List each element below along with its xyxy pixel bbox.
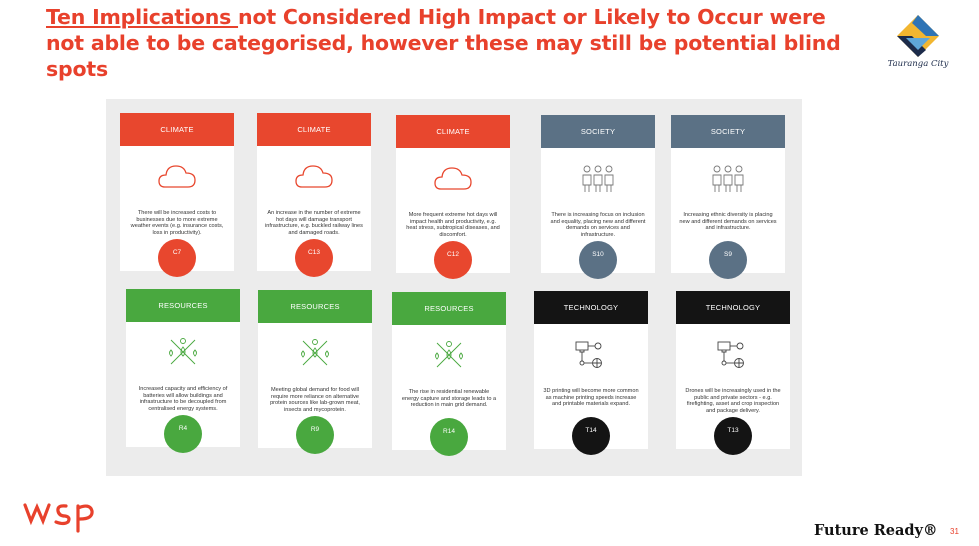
network-icon bbox=[534, 339, 648, 373]
tauranga-diamond-icon bbox=[897, 15, 939, 57]
slide-title-underlined: Ten Implications bbox=[46, 5, 239, 29]
card-code-badge: R14 bbox=[430, 418, 468, 456]
card-category: TECHNOLOGY bbox=[534, 291, 648, 324]
tauranga-city-logo: Tauranga City bbox=[886, 14, 950, 76]
card-category: RESOURCES bbox=[392, 292, 506, 325]
people-icon bbox=[671, 163, 785, 197]
implications-panel: CLIMATE There will be increased costs to… bbox=[106, 99, 802, 476]
card-text: Meeting global demand for food will requ… bbox=[270, 387, 360, 413]
card-text: There is increasing focus on inclusion a… bbox=[550, 212, 646, 238]
resources-icon bbox=[392, 340, 506, 374]
card-code-badge: S10 bbox=[579, 241, 617, 279]
implication-card-r14: RESOURCES The rise in residential renewa… bbox=[392, 292, 506, 456]
logo-text: Tauranga City bbox=[887, 59, 949, 69]
people-icon bbox=[541, 163, 655, 197]
implication-card-t14: TECHNOLOGY 3D printing will become more … bbox=[534, 291, 648, 455]
slide-title-rest: not Considered High Impact or Likely to … bbox=[46, 5, 841, 81]
card-category: SOCIETY bbox=[671, 115, 785, 148]
implication-card-c12: CLIMATE More frequent extreme hot days w… bbox=[396, 115, 510, 279]
cloud-icon bbox=[257, 161, 371, 195]
cloud-icon bbox=[120, 161, 234, 195]
card-category: SOCIETY bbox=[541, 115, 655, 148]
wsp-logo bbox=[22, 497, 98, 538]
card-text: 3D printing will become more common as m… bbox=[543, 388, 639, 408]
resources-icon bbox=[258, 338, 372, 372]
card-code-badge: C13 bbox=[295, 239, 333, 277]
card-code-badge: S9 bbox=[709, 241, 747, 279]
card-code-badge: C7 bbox=[158, 239, 196, 277]
implication-card-t13: TECHNOLOGY Drones will be increasingly u… bbox=[676, 291, 790, 455]
card-category: CLIMATE bbox=[396, 115, 510, 148]
card-text: There will be increased costs to busines… bbox=[130, 210, 224, 236]
card-text: Increased capacity and efficiency of bat… bbox=[138, 386, 228, 412]
card-text: More frequent extreme hot days will impa… bbox=[406, 212, 500, 238]
card-category: RESOURCES bbox=[258, 290, 372, 323]
resources-icon bbox=[126, 337, 240, 371]
card-text: Increasing ethnic diversity is placing n… bbox=[679, 212, 777, 232]
implication-card-s9: SOCIETY Increasing ethnic diversity is p… bbox=[671, 115, 785, 279]
card-category: CLIMATE bbox=[120, 113, 234, 146]
card-code-badge: C12 bbox=[434, 241, 472, 279]
card-text: Drones will be increasingly used in the … bbox=[685, 388, 781, 414]
implication-card-s10: SOCIETY There is increasing focus on inc… bbox=[541, 115, 655, 279]
cloud-icon bbox=[396, 163, 510, 197]
card-code-badge: T14 bbox=[572, 417, 610, 455]
card-category: RESOURCES bbox=[126, 289, 240, 322]
card-category: CLIMATE bbox=[257, 113, 371, 146]
implication-card-c13: CLIMATE An increase in the number of ext… bbox=[257, 113, 371, 277]
slide-title: Ten Implications not Considered High Imp… bbox=[46, 4, 866, 82]
card-code-badge: T13 bbox=[714, 417, 752, 455]
page-number: 31 bbox=[950, 527, 959, 536]
card-text: An increase in the number of extreme hot… bbox=[265, 210, 363, 236]
implication-card-r9: RESOURCES Meeting global demand for food… bbox=[258, 290, 372, 454]
network-icon bbox=[676, 339, 790, 373]
card-code-badge: R4 bbox=[164, 415, 202, 453]
implication-card-c7: CLIMATE There will be increased costs to… bbox=[120, 113, 234, 277]
card-text: The rise in residential renewable energy… bbox=[401, 389, 497, 409]
future-ready-brand: Future Ready® bbox=[814, 522, 938, 539]
card-code-badge: R9 bbox=[296, 416, 334, 454]
card-category: TECHNOLOGY bbox=[676, 291, 790, 324]
implication-card-r4: RESOURCES Increased capacity and efficie… bbox=[126, 289, 240, 453]
